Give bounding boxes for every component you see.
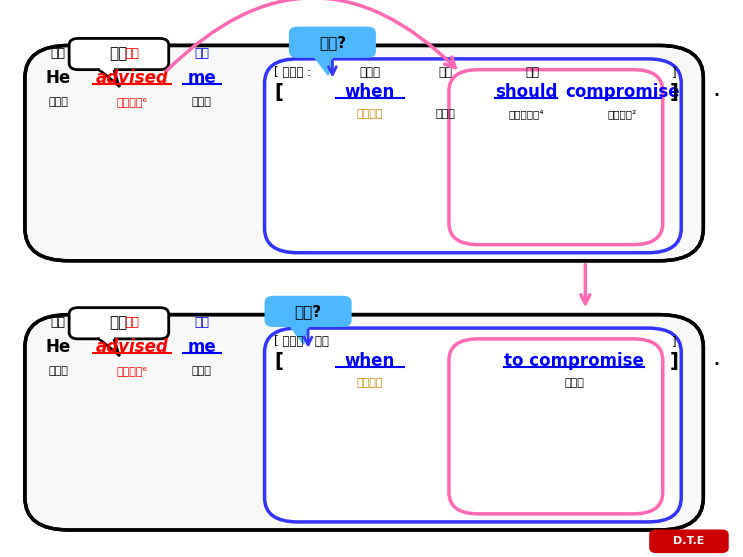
Text: 동사: 동사 [124, 47, 140, 60]
FancyBboxPatch shape [69, 307, 169, 339]
Text: 무엇?: 무엇? [294, 304, 322, 319]
Text: .: . [712, 76, 720, 100]
Polygon shape [315, 58, 332, 75]
Text: 간목: 간목 [195, 47, 210, 60]
Text: 정형조동사⁴: 정형조동사⁴ [509, 109, 544, 119]
Text: 주어: 주어 [438, 66, 452, 79]
FancyBboxPatch shape [449, 339, 663, 514]
Text: 주절: 주절 [109, 315, 128, 330]
Text: 대명사: 대명사 [192, 97, 212, 107]
Polygon shape [100, 329, 113, 338]
Text: [: [ [274, 352, 283, 371]
Text: ]: ] [669, 352, 678, 371]
Text: to compromise: to compromise [504, 353, 644, 370]
Text: 대명사: 대명사 [48, 97, 68, 107]
Text: should: should [495, 84, 557, 101]
Text: 의문부사: 의문부사 [357, 109, 383, 119]
Text: 의문부사: 의문부사 [357, 378, 383, 388]
Text: advised: advised [95, 338, 168, 356]
Text: He: He [45, 69, 71, 87]
Text: me: me [187, 69, 216, 87]
Text: when: when [345, 84, 395, 101]
FancyBboxPatch shape [69, 38, 169, 70]
Text: me: me [187, 338, 216, 356]
Text: D.T.E: D.T.E [673, 536, 704, 546]
Text: 수식어: 수식어 [360, 66, 380, 79]
Text: 주어: 주어 [51, 316, 65, 329]
Text: [ 명사절 :: [ 명사절 : [274, 66, 311, 79]
FancyBboxPatch shape [25, 315, 704, 530]
FancyBboxPatch shape [25, 46, 704, 261]
Text: compromise: compromise [565, 84, 680, 101]
Text: ]: ] [669, 83, 678, 102]
Text: advised: advised [95, 69, 168, 87]
Text: 정형동사⁶: 정형동사⁶ [117, 366, 147, 376]
Text: 명사구: 명사구 [565, 378, 584, 388]
Text: 대명사: 대명사 [192, 366, 212, 376]
FancyBboxPatch shape [265, 328, 681, 522]
Text: 대명사: 대명사 [435, 109, 455, 119]
Text: when: when [345, 353, 395, 370]
FancyBboxPatch shape [265, 59, 681, 253]
Text: ]: ] [672, 66, 676, 79]
Text: 동사원형²: 동사원형² [608, 109, 637, 119]
Text: .: . [712, 346, 720, 370]
Text: ]: ] [672, 335, 676, 348]
Text: 정형동사⁶: 정형동사⁶ [117, 97, 147, 107]
Text: 무엇?: 무엇? [319, 35, 346, 50]
Polygon shape [291, 327, 308, 344]
Text: He: He [45, 338, 71, 356]
Text: [: [ [274, 83, 283, 102]
Text: 동사: 동사 [525, 66, 539, 79]
Text: 간목: 간목 [195, 316, 210, 329]
FancyBboxPatch shape [265, 296, 351, 327]
Polygon shape [99, 339, 119, 355]
Text: [ 명사구 : 직목: [ 명사구 : 직목 [274, 335, 329, 348]
FancyBboxPatch shape [449, 70, 663, 245]
Text: 주절: 주절 [109, 46, 128, 61]
Polygon shape [100, 60, 113, 69]
FancyBboxPatch shape [650, 530, 727, 552]
Text: 주어: 주어 [51, 47, 65, 60]
FancyBboxPatch shape [289, 27, 376, 58]
Polygon shape [99, 70, 119, 86]
Text: 동사: 동사 [124, 316, 140, 329]
Text: 대명사: 대명사 [48, 366, 68, 376]
